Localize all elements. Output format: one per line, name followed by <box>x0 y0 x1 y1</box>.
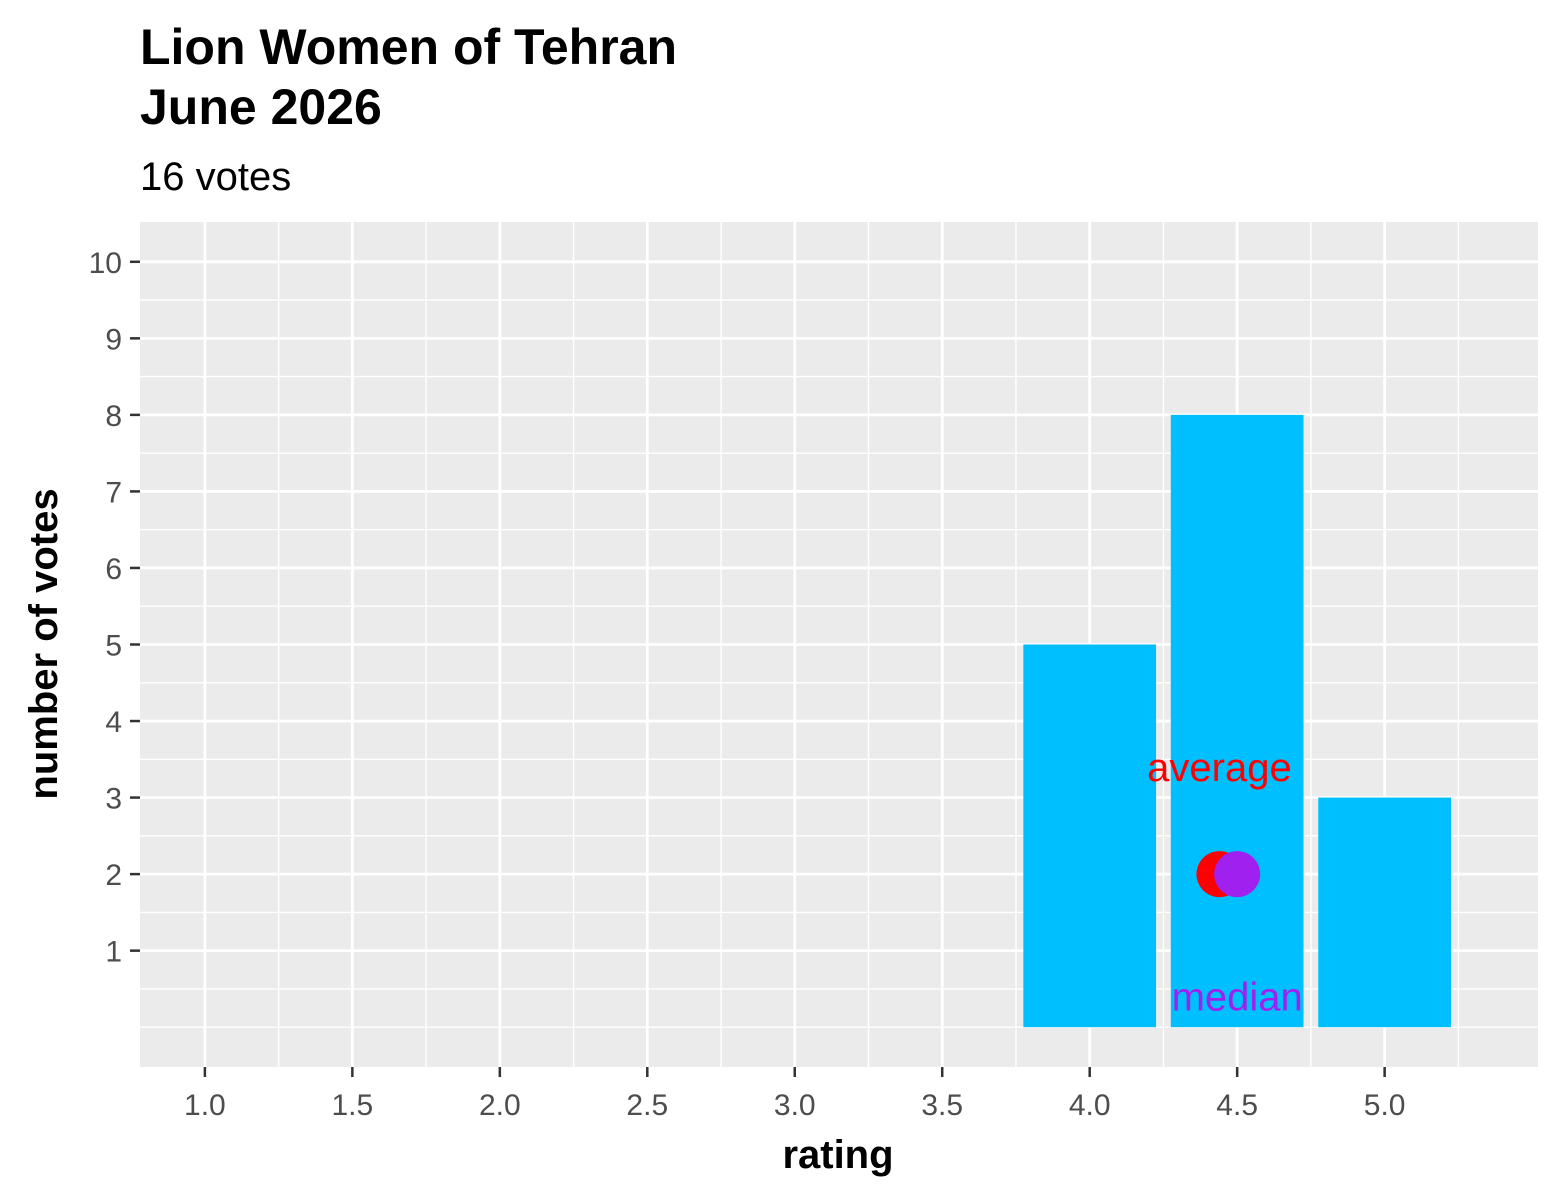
median-point <box>1214 851 1261 898</box>
chart-title-line-1: Lion Women of Tehran <box>140 19 677 75</box>
grid-lines <box>140 222 1538 1067</box>
summary-points <box>1196 851 1261 898</box>
x-tick-label: 1.5 <box>331 1089 373 1122</box>
bar-rating-5 <box>1318 797 1451 1028</box>
y-axis-title: number of votes <box>22 488 66 799</box>
x-tick-label: 3.0 <box>774 1089 816 1122</box>
annotation-labels: average median <box>1147 746 1303 1020</box>
chart-subtitle: 16 votes <box>140 155 291 199</box>
y-tick-label: 2 <box>105 859 122 892</box>
chart-title-line-2: June 2026 <box>140 79 382 135</box>
y-tick-label: 6 <box>105 553 122 586</box>
x-tick-label: 5.0 <box>1364 1089 1406 1122</box>
y-tick-label: 10 <box>89 247 122 280</box>
x-tick-label: 1.0 <box>184 1089 226 1122</box>
x-tick-label: 2.5 <box>626 1089 668 1122</box>
y-tick-label: 5 <box>105 630 122 663</box>
bar-rating-4-5 <box>1170 414 1304 1028</box>
x-axis: 1.0 1.5 2.0 2.5 3.0 3.5 4.0 4.5 5.0 <box>184 1067 1405 1122</box>
bar-rating-4 <box>1023 644 1157 1028</box>
y-tick-label: 4 <box>105 706 122 739</box>
bars <box>1023 414 1451 1028</box>
x-tick-label: 4.0 <box>1069 1089 1111 1122</box>
y-tick-label: 3 <box>105 783 122 816</box>
x-tick-label: 4.5 <box>1216 1089 1258 1122</box>
x-tick-label: 2.0 <box>479 1089 521 1122</box>
y-tick-label: 9 <box>105 323 122 356</box>
average-label: average <box>1147 746 1292 790</box>
y-tick-label: 7 <box>105 476 122 509</box>
y-tick-label: 1 <box>105 936 122 969</box>
y-axis: 1 2 3 4 5 6 7 8 9 10 <box>89 247 140 969</box>
x-axis-title: rating <box>782 1133 893 1177</box>
median-label: median <box>1172 976 1303 1020</box>
x-tick-label: 3.5 <box>921 1089 963 1122</box>
y-tick-label: 8 <box>105 400 122 433</box>
